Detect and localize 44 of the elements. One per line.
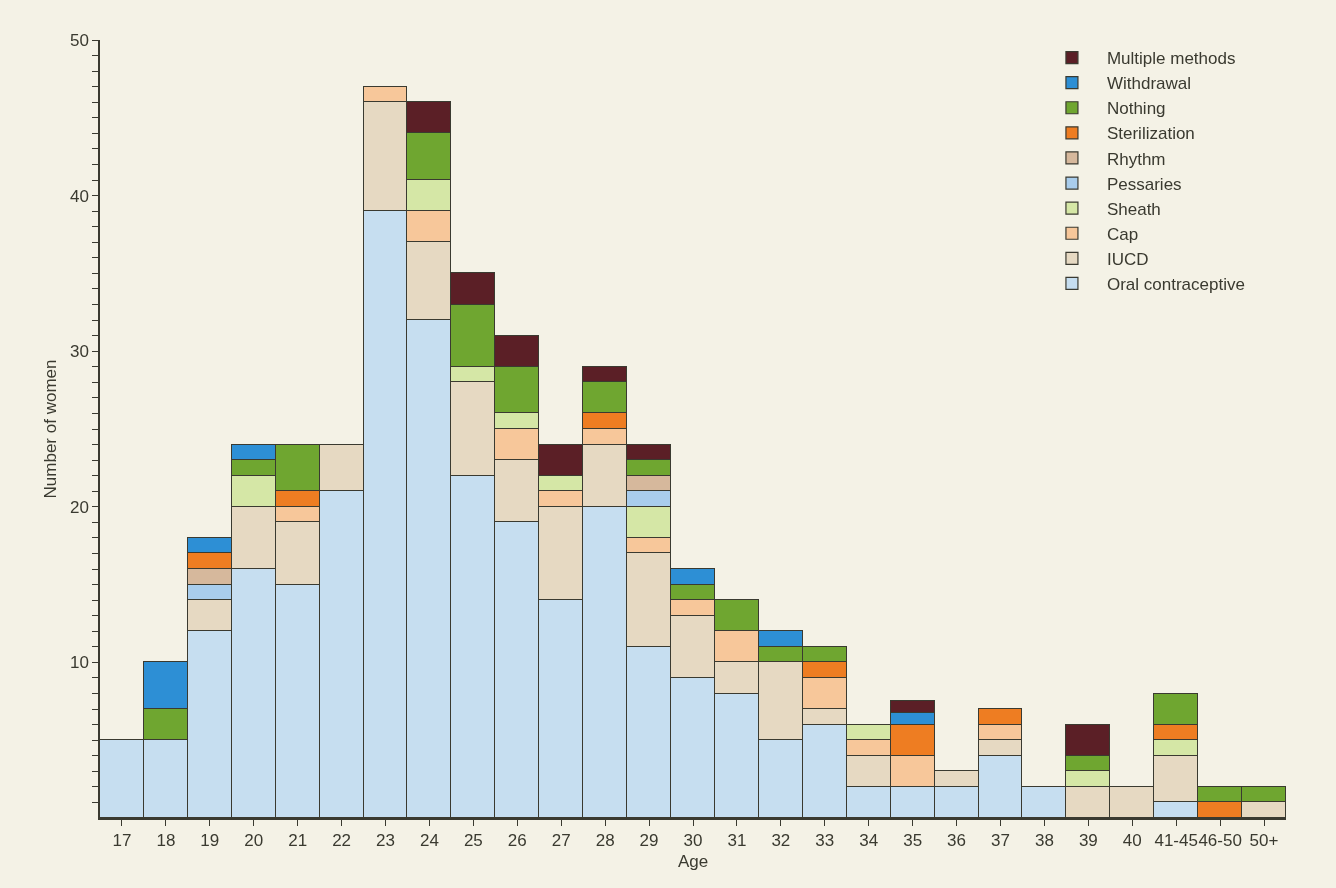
x-tick-label: 24 <box>419 831 439 851</box>
legend-label: Nothing <box>1106 99 1166 119</box>
x-tick-label: 40 <box>1122 831 1142 851</box>
y-tick-label: 10 <box>69 653 89 673</box>
legend-label: Pessaries <box>1106 174 1182 194</box>
y-tick-label: 30 <box>69 342 89 362</box>
x-tick-label: 21 <box>288 831 308 851</box>
x-axis-title: Age <box>677 852 709 872</box>
x-tick-label: 20 <box>244 831 264 851</box>
x-tick-label: 41-45 <box>1154 831 1198 851</box>
legend-label: Cap <box>1106 224 1139 244</box>
x-tick-label: 37 <box>991 831 1010 851</box>
x-tick-label: 32 <box>771 831 791 851</box>
legend-label: Multiple methods <box>1106 49 1236 69</box>
legend-label: Withdrawal <box>1106 74 1192 94</box>
x-tick-label: 35 <box>903 831 923 851</box>
x-tick-label: 19 <box>200 831 220 851</box>
legend-label: Oral contraceptive <box>1106 275 1245 295</box>
y-tick-label: 20 <box>69 497 89 517</box>
x-tick-label: 26 <box>507 831 527 851</box>
x-tick-label: 38 <box>1034 831 1054 851</box>
x-tick-label: 18 <box>156 831 176 851</box>
x-tick-label: 23 <box>376 831 395 851</box>
x-tick-label: 17 <box>112 831 132 851</box>
x-tick-label: 28 <box>595 831 615 851</box>
x-tick-label: 22 <box>332 831 352 851</box>
x-tick-label: 29 <box>639 831 659 851</box>
legend-label: IUCD <box>1106 249 1149 269</box>
legend-label: Sterilization <box>1106 124 1195 144</box>
x-tick-label: 34 <box>859 831 879 851</box>
legend-label: Sheath <box>1106 199 1161 219</box>
x-tick-label: 36 <box>947 831 967 851</box>
x-tick-label: 27 <box>551 831 571 851</box>
x-tick-label: 31 <box>727 831 747 851</box>
y-tick-label: 50 <box>69 30 89 50</box>
y-tick-label: 40 <box>69 186 89 206</box>
x-tick-label: 46-50 <box>1198 831 1242 851</box>
x-tick-label: 39 <box>1078 831 1098 851</box>
y-axis-title: Number of women <box>40 359 60 499</box>
x-tick-label: 33 <box>815 831 835 851</box>
x-tick-label: 25 <box>463 831 483 851</box>
x-tick-label: 30 <box>683 831 703 851</box>
legend-label: Rhythm <box>1106 149 1166 169</box>
x-tick-label: 50+ <box>1249 831 1279 851</box>
